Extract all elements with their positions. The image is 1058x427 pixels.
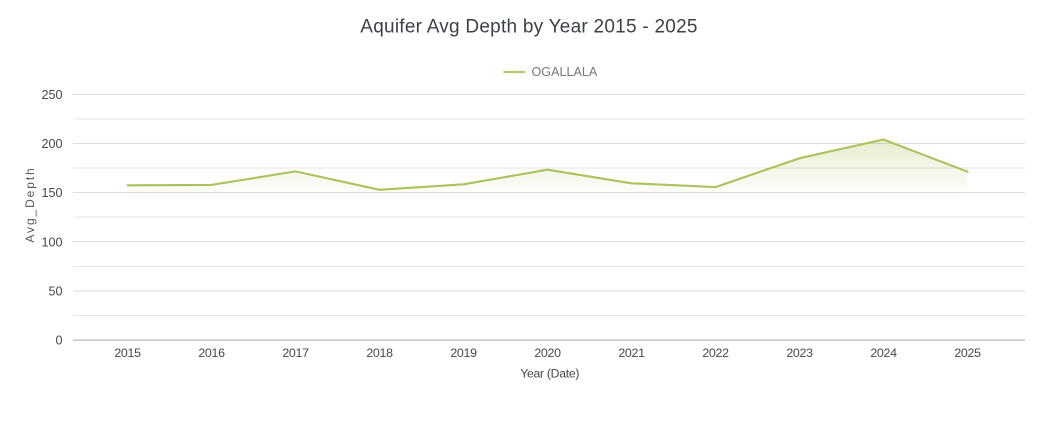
svg-text:2019: 2019: [450, 346, 477, 360]
svg-text:2020: 2020: [534, 346, 561, 360]
svg-text:OGALLALA: OGALLALA: [532, 65, 598, 79]
svg-text:Avg_Depth: Avg_Depth: [23, 166, 37, 242]
svg-text:2017: 2017: [282, 346, 309, 360]
svg-text:2025: 2025: [954, 346, 981, 360]
svg-text:50: 50: [48, 285, 62, 299]
svg-text:2022: 2022: [702, 346, 729, 360]
svg-text:2023: 2023: [786, 346, 813, 360]
svg-text:100: 100: [41, 235, 62, 249]
svg-text:2021: 2021: [618, 346, 645, 360]
svg-text:Aquifer Avg Depth by Year 2015: Aquifer Avg Depth by Year 2015 - 2025: [360, 17, 697, 38]
svg-text:2015: 2015: [114, 346, 141, 360]
svg-text:250: 250: [41, 88, 62, 102]
svg-text:2016: 2016: [198, 346, 225, 360]
svg-text:150: 150: [41, 186, 62, 200]
svg-text:0: 0: [55, 334, 62, 348]
svg-text:Year (Date): Year (Date): [520, 366, 579, 380]
svg-text:2018: 2018: [366, 346, 393, 360]
svg-text:200: 200: [41, 137, 62, 151]
svg-text:2024: 2024: [870, 346, 897, 360]
